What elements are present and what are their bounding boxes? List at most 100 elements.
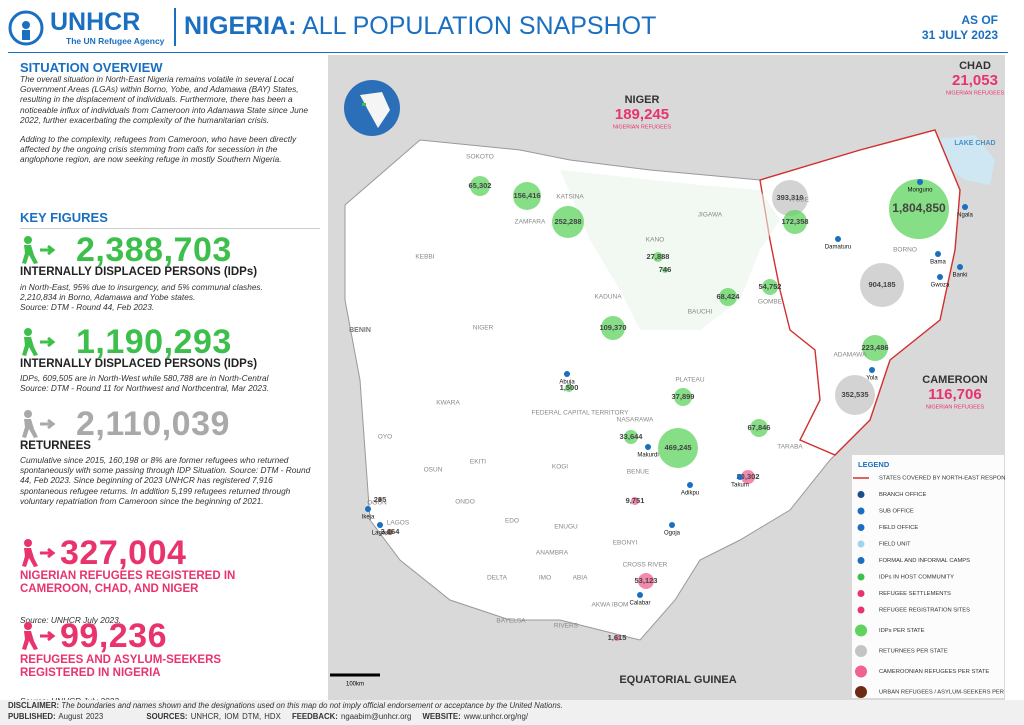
section-heading: SITUATION OVERVIEW bbox=[20, 60, 163, 75]
legend-label: CAMEROONIAN REFUGEES PER STATE bbox=[879, 669, 989, 675]
map-figure: 109,370 bbox=[599, 323, 626, 332]
state-name: BORNO bbox=[893, 247, 917, 254]
note-line: Cumulative since 2015, 160,198 or 8% are… bbox=[20, 455, 311, 506]
country-name: CHAD bbox=[959, 60, 991, 72]
legend-label: RETURNEES PER STATE bbox=[879, 649, 948, 655]
town-name: Makurdi bbox=[637, 453, 658, 459]
figure-label: INTERNALLY DISPLACED PERSONS (IDPs) bbox=[20, 358, 258, 370]
figure-label: RETURNEES bbox=[20, 440, 91, 452]
note-line: IDPs, 609,505 are in North-West while 58… bbox=[20, 373, 269, 383]
legend-title: LEGEND bbox=[858, 460, 890, 469]
title-bold: NIGERIA: bbox=[184, 12, 297, 40]
town-name: Lagos bbox=[372, 531, 388, 537]
state-name: KOGI bbox=[552, 464, 568, 471]
legend-symbol bbox=[857, 507, 865, 515]
map-figure: 235 bbox=[374, 495, 387, 504]
figure-bubble bbox=[565, 384, 573, 392]
map-figure: 54,752 bbox=[759, 282, 782, 291]
state-name: OGUN bbox=[367, 500, 387, 507]
state-name: GOMBE bbox=[758, 299, 783, 306]
map-figure: 746 bbox=[659, 265, 672, 274]
state-name: OYO bbox=[378, 434, 392, 441]
town-marker bbox=[645, 444, 651, 450]
state-name: BENUE bbox=[627, 469, 650, 476]
state-name: OSUN bbox=[424, 467, 443, 474]
inset-nigeria bbox=[362, 103, 366, 106]
figure-bubble bbox=[762, 279, 778, 295]
figure-value: 1,190,293 bbox=[76, 323, 232, 361]
town-marker bbox=[365, 506, 371, 512]
town-marker bbox=[637, 592, 643, 598]
legend-symbol bbox=[857, 540, 865, 548]
figure-value: 2,110,039 bbox=[76, 405, 230, 443]
state-name: ONDO bbox=[455, 499, 475, 506]
legend-label: URBAN REFUGEES / ASYLUM-SEEKERS PER STAT… bbox=[879, 690, 1005, 696]
map-figure: 223,486 bbox=[861, 343, 888, 352]
lake bbox=[928, 135, 995, 185]
town-name: Takum bbox=[731, 483, 749, 489]
figure-value: 327,004 bbox=[60, 534, 187, 572]
label: WEBSITE: bbox=[422, 712, 461, 721]
state-name: YOBE bbox=[791, 197, 810, 204]
legend-label: IDPs PER STATE bbox=[879, 628, 925, 634]
date-label: AS OF bbox=[961, 13, 998, 27]
country-name: BENIN bbox=[349, 327, 371, 334]
figure-bubble bbox=[624, 430, 638, 444]
state-name: ANAMBRA bbox=[536, 550, 569, 557]
town-name: Ikeja bbox=[362, 515, 375, 521]
state-name: AKWA IBOM bbox=[592, 602, 629, 609]
logo: UNHCR The UN Refugee Agency bbox=[8, 8, 168, 48]
paragraph: The overall situation in North-East Nige… bbox=[20, 74, 308, 125]
town-marker bbox=[377, 522, 383, 528]
page-title: NIGERIA: ALL POPULATION SNAPSHOT bbox=[184, 12, 656, 41]
state-name: EBONYI bbox=[613, 540, 638, 547]
note-line: Source: UNHCR July 2023. bbox=[20, 615, 121, 625]
figure-bubble bbox=[674, 388, 692, 406]
state-name: KEBBI bbox=[415, 254, 434, 261]
town-name: Banki bbox=[952, 273, 967, 279]
figure-icon bbox=[22, 328, 56, 356]
town-name: Calabar bbox=[629, 601, 650, 607]
text: UNHCR, IOM DTM, HDX bbox=[190, 712, 281, 721]
state-name: LAGOS bbox=[387, 520, 410, 527]
state-name: EKITI bbox=[470, 459, 486, 466]
town-name: Adikpu bbox=[681, 491, 699, 497]
legend-label: BRANCH OFFICE bbox=[879, 492, 926, 498]
title-rest: ALL POPULATION SNAPSHOT bbox=[302, 12, 657, 40]
scale-label: 100km bbox=[346, 682, 364, 688]
label: SOURCES: bbox=[146, 712, 188, 721]
map-figure: 904,185 bbox=[868, 280, 895, 289]
label: DISCLAIMER: bbox=[8, 701, 60, 710]
figure-notes: IDPs, 609,505 are in North-West while 58… bbox=[20, 373, 320, 393]
legend-label: STATES COVERED BY NORTH-EAST RESPONSE bbox=[879, 476, 1005, 482]
footer bbox=[0, 700, 1024, 725]
figure-icon bbox=[22, 539, 56, 567]
legend-symbol bbox=[855, 665, 867, 678]
state-name: SOKOTO bbox=[466, 154, 494, 161]
town-marker bbox=[917, 179, 923, 185]
map-figure: 156,416 bbox=[513, 191, 540, 200]
figure-label: NIGERIAN REFUGEES REGISTERED IN CAMEROON… bbox=[20, 570, 236, 595]
figure-bubble bbox=[653, 252, 663, 262]
country-note: NIGERIAN REFUGEES bbox=[613, 124, 672, 130]
legend-symbol bbox=[857, 557, 865, 564]
state-name: EDO bbox=[505, 518, 519, 525]
text: The boundaries and names shown and the d… bbox=[61, 701, 563, 710]
map-figure: 33,644 bbox=[620, 432, 644, 441]
state-name: NIGER bbox=[473, 325, 494, 332]
town-marker bbox=[869, 367, 875, 373]
rule bbox=[20, 228, 320, 229]
figure-bubble bbox=[631, 497, 639, 505]
header-rule bbox=[8, 52, 1008, 53]
legend-symbol bbox=[857, 524, 865, 531]
figure-bubble bbox=[862, 335, 888, 361]
country-name: LAKE CHAD bbox=[954, 140, 995, 147]
country-name: NIGER bbox=[625, 94, 660, 106]
town-name: Gwoza bbox=[931, 283, 950, 289]
date-block: AS OF 31 JULY 2023 bbox=[922, 13, 998, 43]
figure-bubble bbox=[719, 288, 737, 306]
state-name: DELTA bbox=[487, 575, 508, 582]
legend-symbol bbox=[857, 590, 865, 597]
logo-sub: The UN Refugee Agency bbox=[66, 36, 165, 46]
